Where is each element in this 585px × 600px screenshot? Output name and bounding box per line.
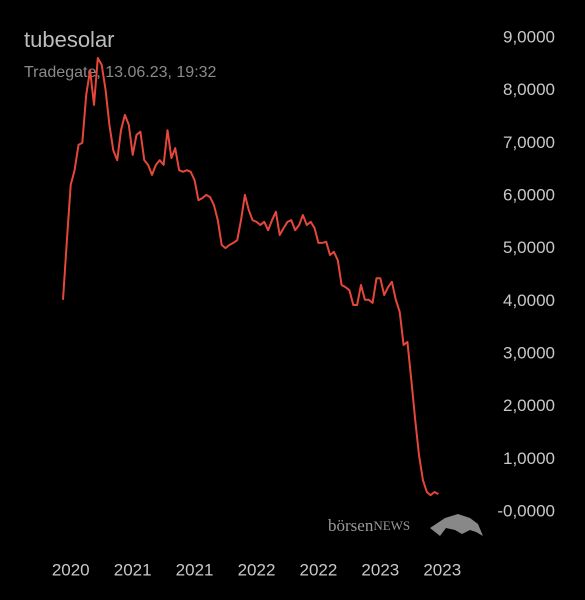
y-tick-label: 2,0000 bbox=[503, 396, 555, 415]
x-tick-label: 2021 bbox=[176, 560, 214, 579]
x-tick-label: 2023 bbox=[423, 560, 461, 579]
y-tick-label: 1,0000 bbox=[503, 449, 555, 468]
logo-part: NEWS bbox=[373, 518, 410, 533]
y-tick-label: 6,0000 bbox=[503, 185, 555, 204]
x-tick-label: 2020 bbox=[52, 560, 90, 579]
chart-title: tubesolar bbox=[24, 27, 115, 52]
logo-bull bbox=[430, 514, 483, 536]
y-tick-label: 3,0000 bbox=[503, 343, 555, 362]
y-tick-label: 4,0000 bbox=[503, 291, 555, 310]
price-line bbox=[62, 57, 439, 497]
chart-subtitle: Tradegate, 13.06.23, 19:32 bbox=[24, 64, 217, 81]
y-tick-label: 5,0000 bbox=[503, 238, 555, 257]
y-tick-label: 7,0000 bbox=[503, 133, 555, 152]
logo-part: börsen bbox=[328, 516, 374, 535]
x-tick-label: 2022 bbox=[238, 560, 276, 579]
y-tick-label: 8,0000 bbox=[503, 80, 555, 99]
y-tick-label: 9,0000 bbox=[503, 27, 555, 46]
y-tick-label: -0,0000 bbox=[497, 501, 555, 520]
x-tick-label: 2022 bbox=[300, 560, 338, 579]
x-tick-label: 2023 bbox=[361, 560, 399, 579]
x-tick-label: 2021 bbox=[114, 560, 152, 579]
logo: börsenNEWS bbox=[328, 516, 410, 535]
